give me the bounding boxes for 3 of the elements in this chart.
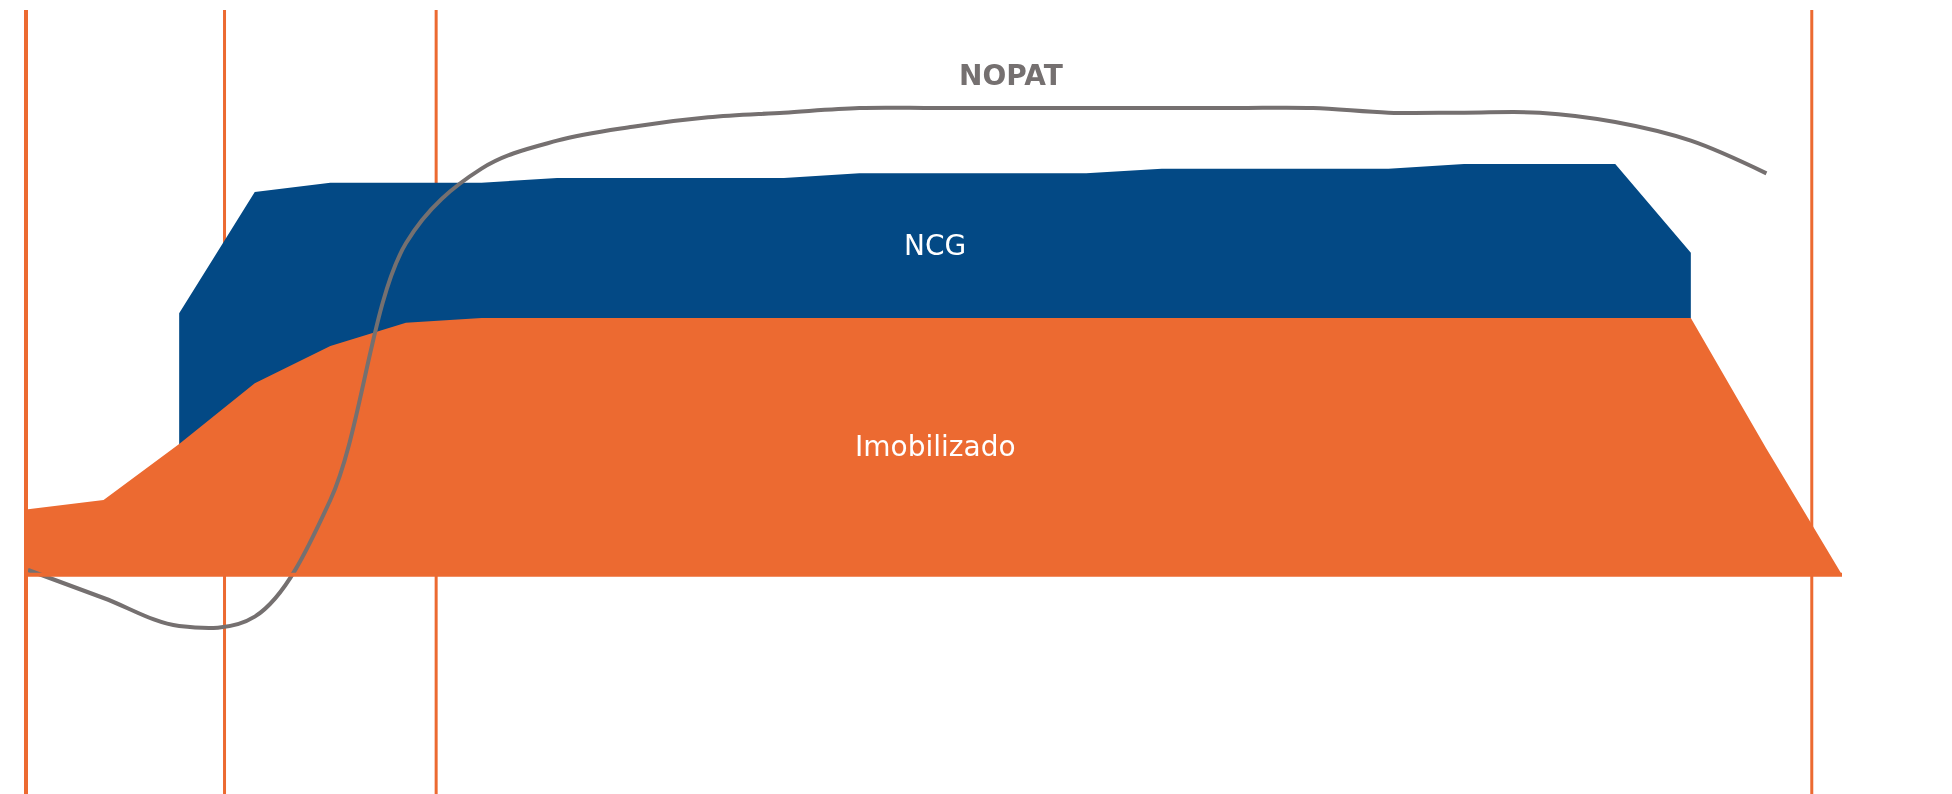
series-label: Imobilizado [855,430,1016,463]
series-label: NCG [904,229,967,262]
series-label: NOPAT [959,59,1063,92]
